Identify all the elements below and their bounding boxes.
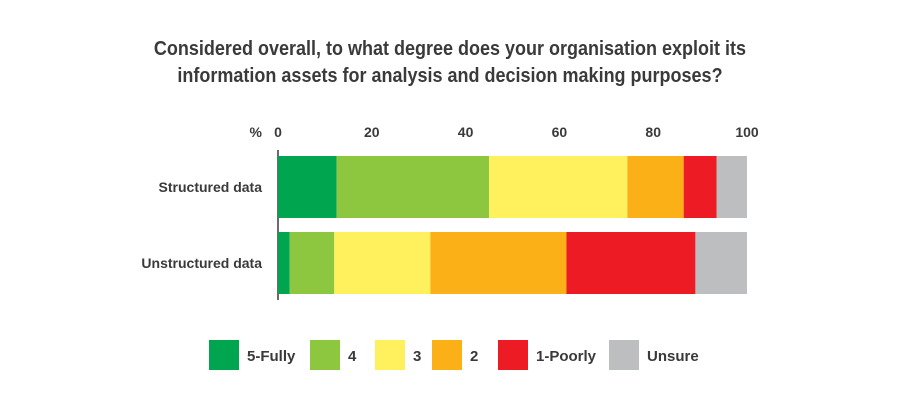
x-tick-label: 100 (735, 124, 759, 140)
bar-segment (683, 156, 717, 218)
bar-segment (336, 156, 490, 218)
bar-segment (278, 232, 290, 294)
chart-title-line-1: Considered overall, to what degree does … (153, 38, 747, 60)
bar-segment (566, 232, 696, 294)
bar-segment (334, 232, 431, 294)
bar-segment (289, 232, 335, 294)
category-label: Structured data (159, 179, 263, 195)
chart-title-line-2: information assets for analysis and deci… (177, 65, 723, 87)
x-tick-label: 60 (552, 124, 568, 140)
axis-unit-label: % (250, 124, 263, 140)
bar-segment (430, 232, 567, 294)
bar-segment (716, 156, 747, 218)
legend-swatch (498, 340, 528, 370)
legend-label: 2 (470, 348, 478, 365)
legend-swatch (310, 340, 340, 370)
bar-segment (695, 232, 747, 294)
category-label: Unstructured data (141, 255, 262, 271)
bar-segment (627, 156, 684, 218)
legend-swatch (609, 340, 639, 370)
legend-label: 1-Poorly (536, 348, 597, 365)
x-tick-label: 20 (364, 124, 380, 140)
legend-swatch (375, 340, 405, 370)
bar-segment (278, 156, 337, 218)
x-tick-label: 40 (458, 124, 474, 140)
x-tick-label: 0 (274, 124, 282, 140)
legend-swatch (432, 340, 462, 370)
bar-segment (489, 156, 628, 218)
legend-label: 3 (413, 348, 421, 365)
legend-swatch (209, 340, 239, 370)
legend-label: 5-Fully (247, 348, 296, 365)
chart-title: Considered overall, to what degree does … (45, 36, 855, 90)
x-tick-label: 80 (645, 124, 661, 140)
legend-label: Unsure (647, 348, 699, 365)
legend-label: 4 (348, 348, 357, 365)
